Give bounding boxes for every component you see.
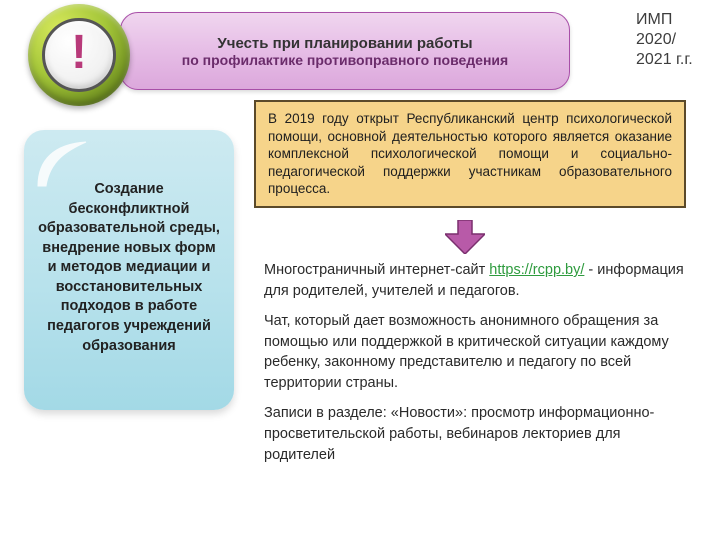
list-item-text: Многостраничный интернет-сайт — [264, 262, 489, 278]
focus-area-panel: Создание бесконфликтной образовательной … — [24, 130, 234, 410]
header-subtitle: по профилактике противоправного поведени… — [182, 52, 508, 68]
exclamation-icon: ! — [71, 29, 87, 77]
list-item: Чат, который дает возможность анонимного… — [264, 311, 692, 393]
list-item: Многостраничный интернет-сайт https://rc… — [264, 260, 692, 301]
rcpp-link[interactable]: https://rcpp.by/ — [489, 262, 584, 278]
list-item-text: Записи в разделе: «Новости»: просмотр ин… — [264, 405, 654, 462]
resources-list: Многостраничный интернет-сайт https://rc… — [264, 260, 692, 475]
header-title: Учесть при планировании работы — [217, 35, 472, 52]
alert-badge: ! — [28, 4, 130, 106]
info-callout: В 2019 году открыт Республиканский центр… — [254, 100, 686, 208]
slide-root: { "colors": { "header_gradient_top": "#f… — [0, 0, 720, 540]
document-reference: ИМП 2020/ 2021 г.г. — [636, 10, 706, 70]
list-item: Записи в разделе: «Новости»: просмотр ин… — [264, 403, 692, 465]
focus-area-text: Создание бесконфликтной образовательной … — [36, 180, 222, 356]
down-arrow-icon — [445, 220, 485, 254]
alert-badge-face: ! — [42, 18, 116, 92]
list-item-text: Чат, который дает возможность анонимного… — [264, 313, 669, 391]
swoosh-icon — [34, 140, 94, 190]
header-banner: Учесть при планировании работы по профил… — [120, 12, 570, 90]
